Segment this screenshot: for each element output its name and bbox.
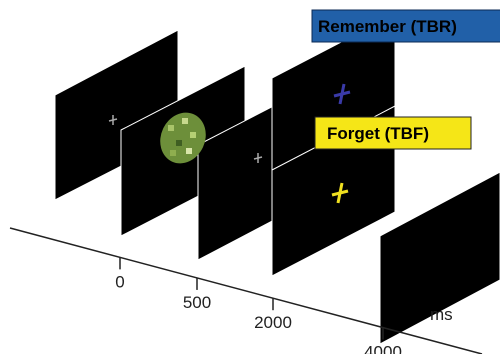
tick-label: 2000 — [254, 313, 292, 332]
tick-label: 0 — [115, 272, 124, 291]
diagram: Remember (TBR) Forget (TBF) 0 500 2000 4000… — [0, 0, 500, 354]
forget-label: Forget (TBF) — [327, 124, 429, 143]
tick-label: 4000 — [364, 343, 402, 354]
unit-label: ms — [430, 305, 453, 324]
remember-label: Remember (TBR) — [318, 17, 457, 36]
tick-label: 500 — [183, 293, 211, 312]
